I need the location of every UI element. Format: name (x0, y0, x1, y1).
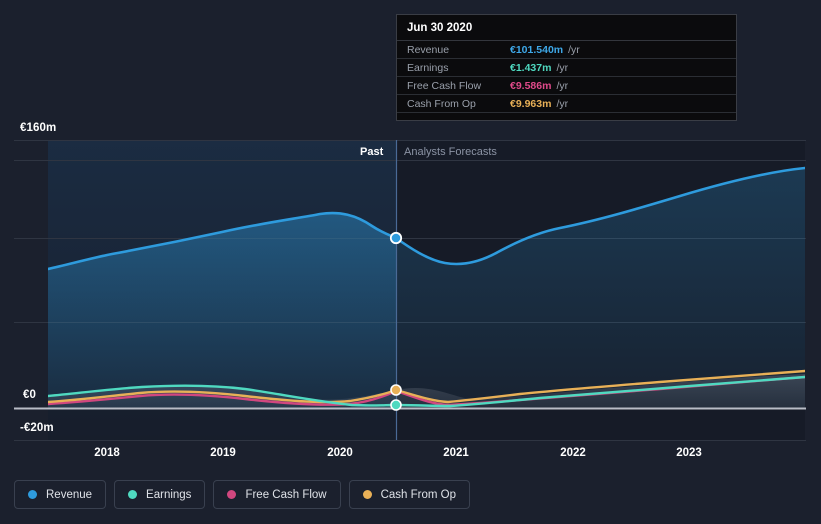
tooltip-unit-earnings: /yr (556, 61, 569, 74)
y-axis-label-negative-20: -€20m (20, 422, 54, 434)
legend-label-free-cash-flow: Free Cash Flow (245, 488, 327, 501)
tooltip-label-cash-from-op: Cash From Op (407, 97, 476, 110)
earnings-marker (390, 399, 402, 411)
legend-item-earnings[interactable]: Earnings (114, 480, 206, 509)
cash-from-op-marker (390, 384, 402, 396)
x-axis-label-2021: 2021 (443, 447, 469, 459)
tooltip-value-revenue: €101.540m (510, 43, 564, 56)
tooltip-row-free-cash-flow: Free Cash Flow €9.586m /yr (397, 77, 736, 95)
cash-from-op-dot-icon (362, 490, 372, 499)
y-axis-label-zero: €0 (23, 389, 36, 401)
x-axis-label-2023: 2023 (676, 447, 702, 459)
x-axis-label-2020: 2020 (327, 447, 353, 459)
tooltip-value-earnings: €1.437m (510, 61, 552, 74)
revenue-marker (389, 231, 403, 245)
tooltip-row-earnings: Earnings €1.437m /yr (397, 59, 736, 77)
free-cash-flow-dot-icon (227, 490, 237, 499)
y-axis-label-160: €160m (20, 122, 57, 134)
tooltip-unit-free-cash-flow: /yr (556, 79, 569, 92)
chart-legend: Revenue Earnings Free Cash Flow Cash Fro… (14, 480, 471, 509)
revenue-area-forecast (396, 168, 805, 408)
data-tooltip: Jun 30 2020 Revenue €101.540m /yr Earnin… (396, 14, 737, 121)
tooltip-label-revenue: Revenue (407, 43, 450, 56)
x-axis-label-2019: 2019 (210, 447, 236, 459)
tooltip-value-free-cash-flow: €9.586m (510, 79, 552, 92)
revenue-dot-icon (28, 490, 37, 499)
x-axis-label-2022: 2022 (560, 447, 586, 459)
lower-series-area (48, 374, 805, 408)
past-label: Past (360, 146, 384, 158)
legend-item-free-cash-flow[interactable]: Free Cash Flow (213, 480, 341, 509)
revenue-area-past (48, 213, 396, 408)
tooltip-footer-spacer (397, 113, 736, 120)
tooltip-row-cash-from-op: Cash From Op €9.963m /yr (397, 95, 736, 113)
highlight-markers (389, 231, 403, 411)
legend-item-cash-from-op[interactable]: Cash From Op (348, 480, 471, 509)
tooltip-date: Jun 30 2020 (397, 15, 736, 41)
tooltip-unit-cash-from-op: /yr (556, 97, 569, 110)
x-axis-label-2018: 2018 (94, 447, 120, 459)
tooltip-row-revenue: Revenue €101.540m /yr (397, 41, 736, 59)
legend-label-earnings: Earnings (146, 488, 192, 501)
earnings-dot-icon (128, 490, 138, 499)
tooltip-label-free-cash-flow: Free Cash Flow (407, 79, 482, 92)
analysts-forecasts-label: Analysts Forecasts (404, 146, 497, 158)
legend-item-revenue[interactable]: Revenue (14, 480, 107, 509)
tooltip-label-earnings: Earnings (407, 61, 449, 74)
legend-label-cash-from-op: Cash From Op (380, 488, 457, 501)
legend-label-revenue: Revenue (46, 488, 93, 501)
tooltip-unit-revenue: /yr (568, 43, 580, 56)
tooltip-value-cash-from-op: €9.963m (510, 97, 552, 110)
